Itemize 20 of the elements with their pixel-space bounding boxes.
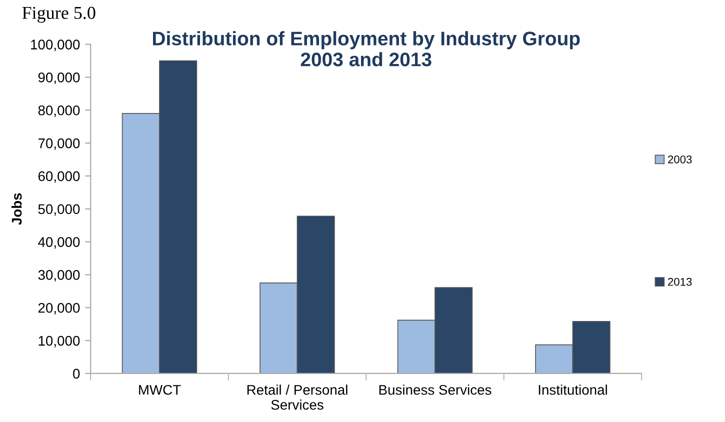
y-tick-label: 70,000 [38,138,80,150]
y-axis-title: Jobs [12,193,22,225]
y-tick-label: 30,000 [38,270,80,282]
chart-title: Distribution of Employment by Industry Group 2003 and 2013 [153,31,580,66]
x-tick-label: Business Services [379,384,492,395]
y-tick-label: 90,000 [38,72,80,84]
y-tick-label: 10,000 [38,336,80,348]
x-tick-label: Institutional [538,384,607,395]
y-tick-label: 100,000 [31,40,80,52]
y-tick-label: 20,000 [38,302,80,314]
y-tick-label: 0 [73,368,80,379]
y-tick-label: 60,000 [38,171,80,183]
x-tick-label: MWCT [139,384,181,395]
legend-label: 2013 [668,278,692,286]
y-tick-label: 80,000 [38,105,80,117]
legend-label: 2003 [668,156,692,164]
x-tick-label: Retail / Personal Services [247,384,348,410]
y-tick-label: 50,000 [38,204,80,216]
y-tick-label: 40,000 [38,237,80,249]
caption: Figure 5.0 [22,6,96,23]
